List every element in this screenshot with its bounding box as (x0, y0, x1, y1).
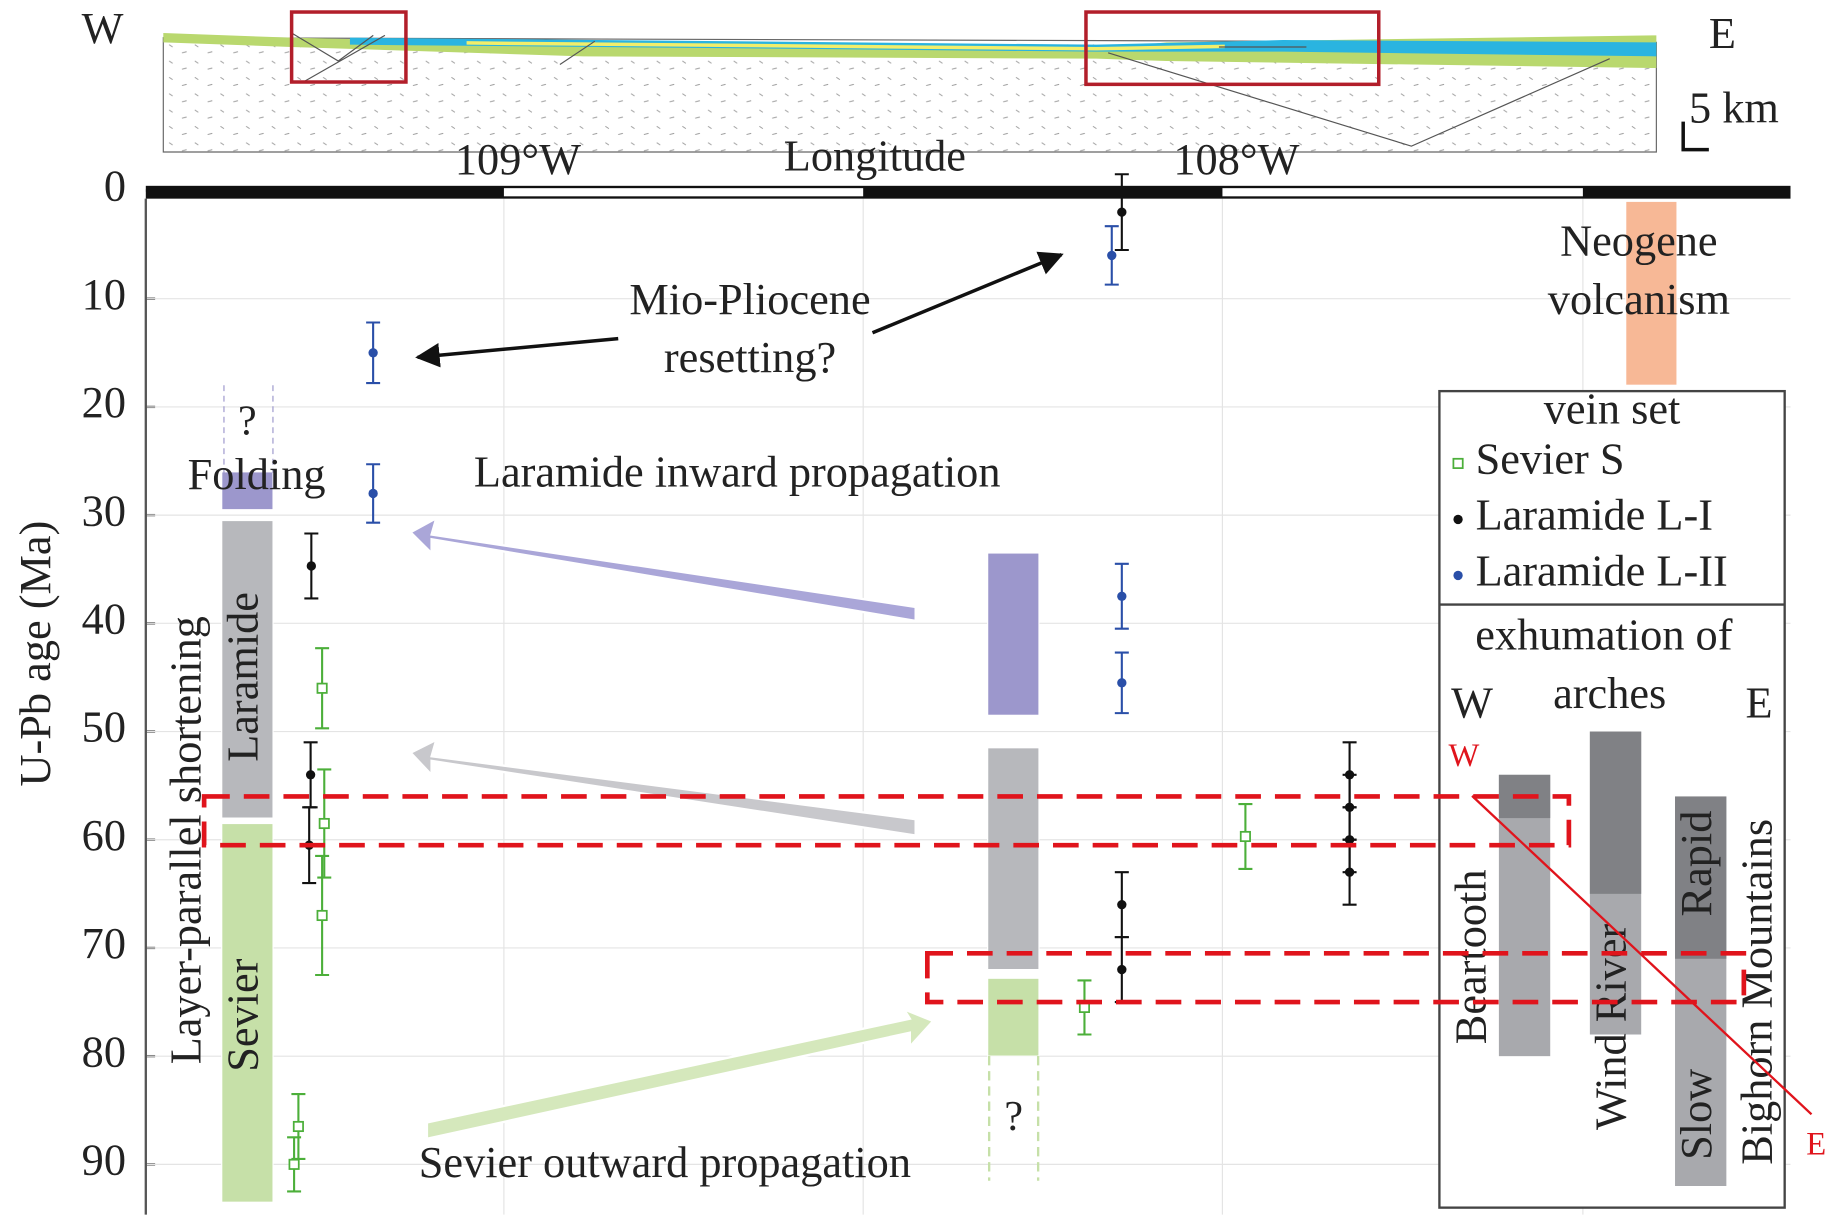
marker (1107, 251, 1116, 260)
marker (1117, 592, 1126, 601)
section-e: E (1709, 9, 1736, 58)
marker (1241, 832, 1250, 841)
marker (1345, 868, 1354, 877)
marker (317, 911, 326, 920)
annotations: Longitude U-Pb age (Ma) Mio-Pliocene res… (11, 131, 1791, 1214)
y-tick-label: 90 (82, 1136, 126, 1185)
annotation: ? (238, 399, 257, 445)
annotation: Folding (188, 450, 326, 499)
annotation: Neogene (1560, 216, 1717, 265)
range-bar (988, 748, 1039, 970)
range-bar (988, 553, 1039, 715)
annotation: exhumation of (1475, 611, 1732, 660)
page: {"chart_data": { "type": "errorbar", "xl… (0, 0, 1829, 1215)
y-tick-label: 60 (82, 811, 126, 860)
annotation: Bighorn Mountains (1733, 819, 1782, 1165)
y-tick-label: 80 (82, 1027, 126, 1076)
y-tick-label: 20 (82, 378, 126, 427)
annotation: E (1745, 678, 1772, 727)
marker (289, 1160, 298, 1169)
marker (1117, 678, 1126, 687)
legend-marker (1453, 459, 1462, 468)
y-axis-label: U-Pb age (Ma) (11, 521, 60, 787)
annotation: W (1451, 678, 1493, 727)
marker (1117, 900, 1126, 909)
annotation: E (1806, 1126, 1826, 1162)
marker (368, 489, 377, 498)
arch-rapid (1590, 732, 1641, 894)
annotation: W (1448, 738, 1479, 774)
annotation: Beartooth (1447, 869, 1496, 1044)
annotation: Slow (1672, 1069, 1721, 1160)
annotation: resetting? (664, 333, 836, 382)
arrow (418, 339, 619, 358)
figure: W E 5 km Longitude U-Pb age (Ma) Mio-Pli… (0, 0, 1829, 1215)
arrow (411, 518, 916, 621)
axis-bar (1222, 188, 1582, 196)
y-tick-label: 40 (82, 594, 126, 643)
y-tick-label: 30 (82, 486, 126, 535)
marker (306, 770, 315, 779)
section-w: W (82, 4, 124, 53)
scale-label: 5 km (1689, 84, 1779, 133)
annotation: Laramide (218, 592, 267, 762)
legend-title: vein set (1544, 384, 1681, 433)
marker (368, 348, 377, 357)
legend-label: Laramide L-II (1476, 547, 1728, 596)
marker (294, 1122, 303, 1131)
marker (307, 561, 316, 570)
axis-bar (504, 188, 863, 196)
annotation: Rapid (1672, 811, 1721, 917)
y-tick-label: 0 (104, 162, 126, 211)
x-tick-label: 109°W (455, 135, 581, 184)
y-tick-label: 10 (82, 270, 126, 319)
marker (1117, 965, 1126, 974)
x-axis-label: Longitude (784, 131, 966, 180)
y-tick-label: 50 (82, 703, 126, 752)
annotation: Mio-Pliocene (629, 275, 870, 324)
annotation: Laramide inward propagation (474, 447, 1001, 496)
annotation: Sevier outward propagation (419, 1138, 911, 1187)
annotation: volcanism (1548, 275, 1730, 324)
marker (1117, 207, 1126, 216)
annotation: Sevier (218, 958, 267, 1071)
range-bar (988, 978, 1039, 1056)
x-tick-label: 108°W (1173, 135, 1299, 184)
legend-marker (1453, 571, 1462, 580)
marker (320, 819, 329, 828)
arrow (411, 740, 916, 836)
legend-label: Laramide L-I (1476, 491, 1713, 540)
arrow (873, 255, 1062, 333)
y-tick-label: 70 (82, 919, 126, 968)
annotation: ? (1004, 1094, 1023, 1140)
cross-section: W E 5 km (82, 4, 1779, 152)
annotation: arches (1553, 669, 1666, 718)
legend-label: Sevier S (1476, 435, 1625, 484)
marker (317, 684, 326, 693)
arrow (427, 1009, 933, 1138)
legend-marker (1453, 515, 1462, 524)
